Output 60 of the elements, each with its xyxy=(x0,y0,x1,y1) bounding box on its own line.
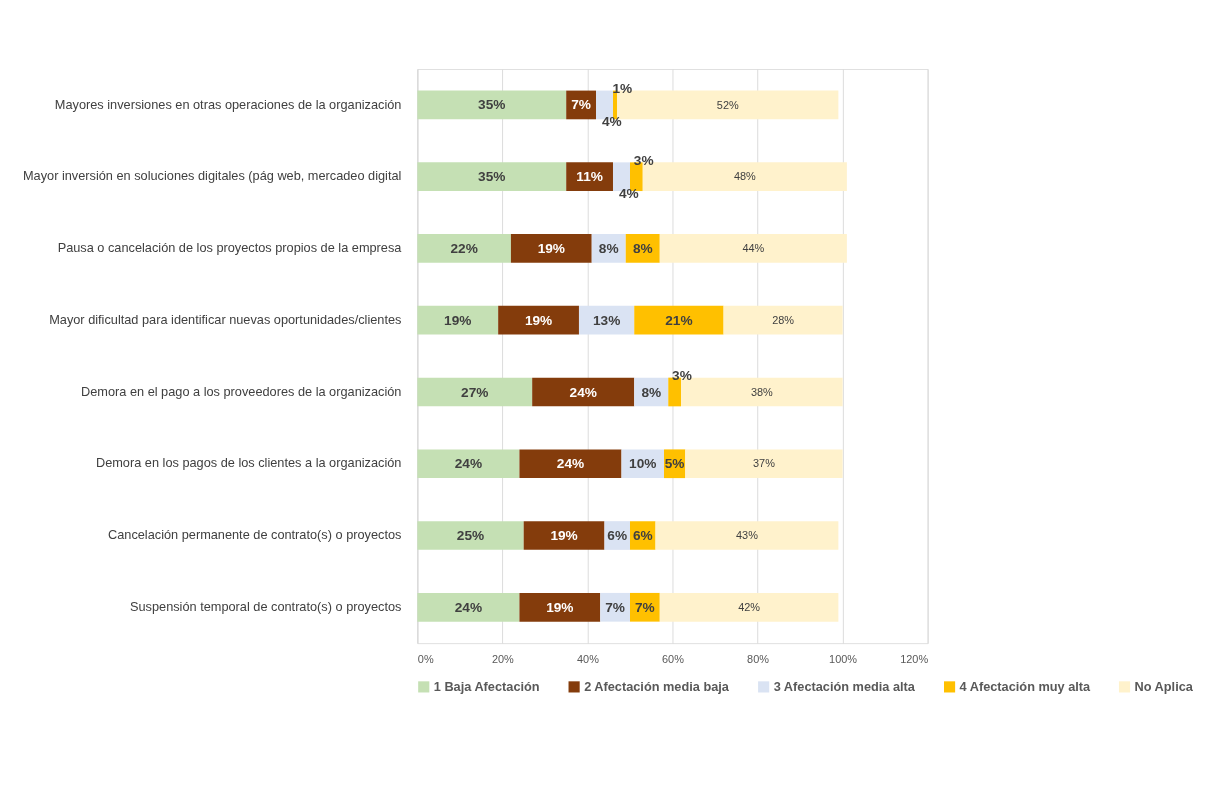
y-tick-label: Demora en el pago a los proveedores de la organización xyxy=(81,383,402,399)
x-tick-label: 40% xyxy=(576,652,600,665)
data-label: 28% xyxy=(772,313,795,326)
data-label: 22% xyxy=(450,241,478,257)
data-label: 35% xyxy=(478,169,506,185)
x-tick-label: 80% xyxy=(747,652,770,665)
data-label: 11% xyxy=(576,169,603,185)
data-label: 1% xyxy=(612,81,633,97)
y-tick-label: Suspensión temporal de contrato(s) o proyectos xyxy=(129,598,402,614)
data-label: 27% xyxy=(461,384,489,400)
data-label: 37% xyxy=(753,457,776,470)
data-label: 8% xyxy=(632,241,653,257)
data-label: 8% xyxy=(641,384,662,400)
data-label: 8% xyxy=(598,241,619,257)
legend-label: No Aplica xyxy=(1134,678,1194,694)
data-label: 19% xyxy=(546,599,574,615)
legend-label: 3 Afectación media alta xyxy=(773,678,916,694)
y-tick-label: Pausa o cancelación de los proyectos propios de la empresa xyxy=(57,240,403,256)
data-label: 13% xyxy=(592,312,621,328)
data-label: 24% xyxy=(454,599,483,615)
y-tick-label: Mayor dificultad para identificar nuevas oportunidades/clientes xyxy=(49,311,402,327)
data-label: 52% xyxy=(716,98,740,111)
data-label: 19% xyxy=(550,528,578,544)
y-tick-label: Demora en los pagos de los clientes a la organización xyxy=(95,455,402,471)
data-label: 44% xyxy=(742,242,765,255)
data-label: 25% xyxy=(456,528,485,544)
data-label: 6% xyxy=(607,528,628,544)
data-label: 3% xyxy=(672,368,692,384)
y-tick-label: Mayor inversión en soluciones digitales (pág web, mercadeo digital xyxy=(22,168,402,184)
data-label: 24% xyxy=(454,456,483,472)
data-label: 19% xyxy=(524,312,553,328)
legend-label: 2 Afectación media baja xyxy=(584,678,730,694)
y-tick-label: Cancelación permanente de contrato(s) o proyectos xyxy=(108,527,402,543)
data-label: 35% xyxy=(478,97,506,113)
x-tick-label: 120% xyxy=(900,652,929,665)
x-tick-label: 20% xyxy=(491,652,515,665)
legend-label: 4 Afectación muy alta xyxy=(959,678,1092,694)
data-label: 24% xyxy=(569,384,597,400)
data-label: 7% xyxy=(571,97,591,113)
data-label: 5% xyxy=(664,456,685,472)
data-label: 48% xyxy=(733,170,757,183)
data-label: 7% xyxy=(635,599,655,615)
legend-label: 1 Baja Afectación xyxy=(433,678,540,694)
data-label: 43% xyxy=(736,529,759,542)
data-label: 6% xyxy=(632,528,653,544)
data-label: 42% xyxy=(738,600,761,613)
data-label: 24% xyxy=(556,456,585,472)
data-label: 19% xyxy=(537,241,565,257)
data-label: 4% xyxy=(601,113,622,129)
data-label: 19% xyxy=(444,312,472,328)
data-label: 7% xyxy=(605,599,625,615)
data-label: 10% xyxy=(629,456,657,472)
x-tick-label: 0% xyxy=(417,652,434,665)
y-tick-label: Mayores inversiones en otras operaciones de la organización xyxy=(54,96,402,112)
data-label: 4% xyxy=(618,185,639,201)
data-label: 21% xyxy=(665,312,693,328)
x-tick-label: 60% xyxy=(662,652,685,665)
x-tick-label: 100% xyxy=(829,652,858,665)
data-label: 3% xyxy=(633,152,654,168)
data-label: 38% xyxy=(750,385,774,398)
